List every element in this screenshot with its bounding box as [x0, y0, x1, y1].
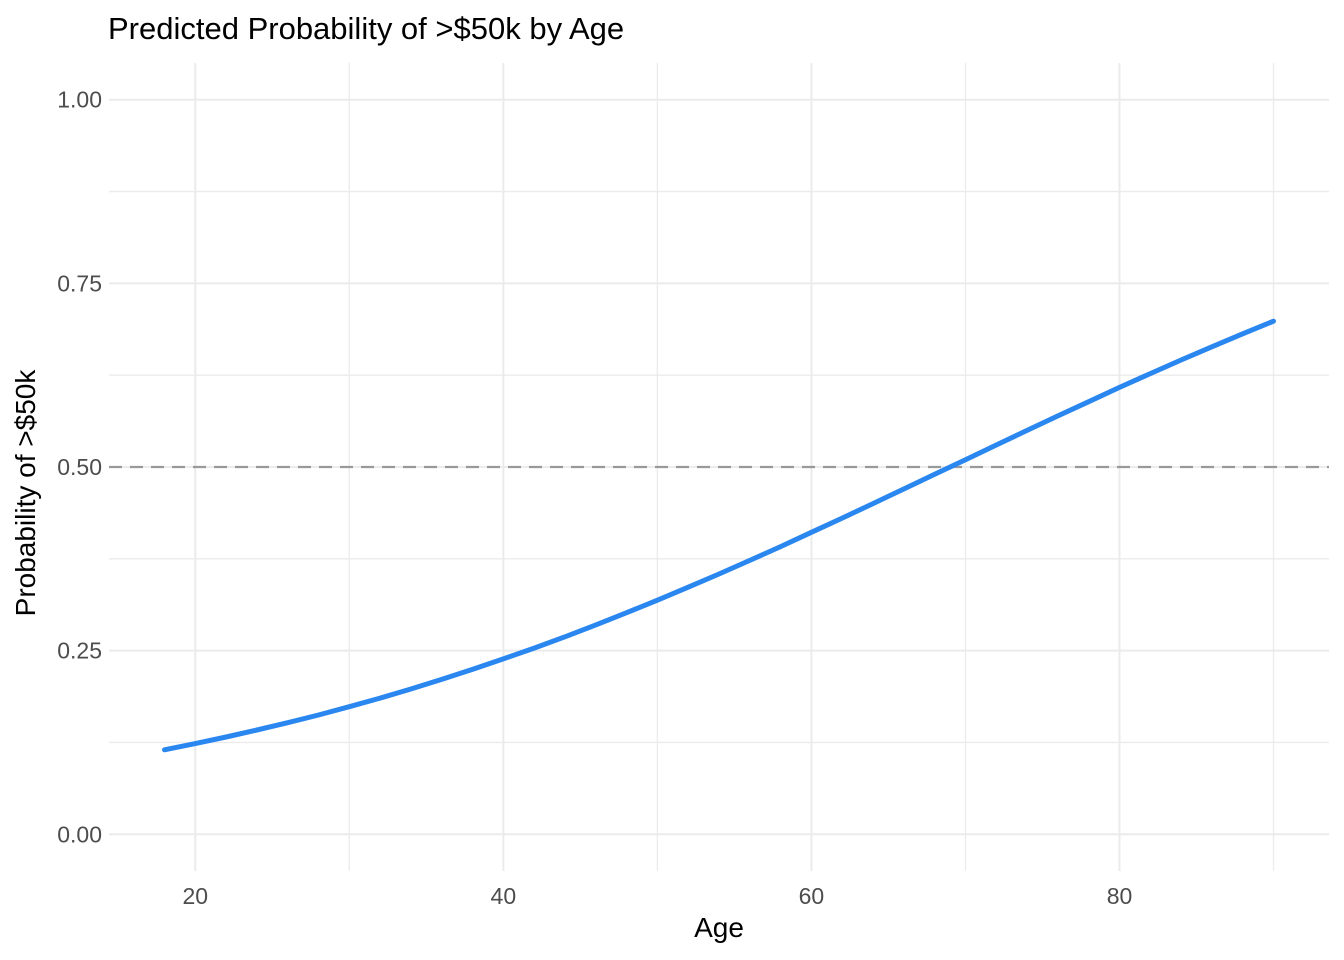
y-axis-title: Probability of >$50k — [10, 369, 41, 617]
y-tick-label: 0.75 — [57, 270, 102, 296]
y-tick-label: 0.25 — [57, 638, 102, 664]
x-tick-label: 60 — [799, 883, 825, 909]
y-tick-label: 0.50 — [57, 454, 102, 480]
x-axis-title: Age — [694, 912, 744, 943]
y-tick-label: 1.00 — [57, 87, 102, 113]
y-tick-label: 0.00 — [57, 821, 102, 847]
x-tick-label: 20 — [182, 883, 208, 909]
chart-title: Predicted Probability of >$50k by Age — [108, 11, 625, 46]
x-tick-label: 80 — [1107, 883, 1133, 909]
x-tick-label: 40 — [491, 883, 517, 909]
probability-curve — [162, 318, 1276, 753]
